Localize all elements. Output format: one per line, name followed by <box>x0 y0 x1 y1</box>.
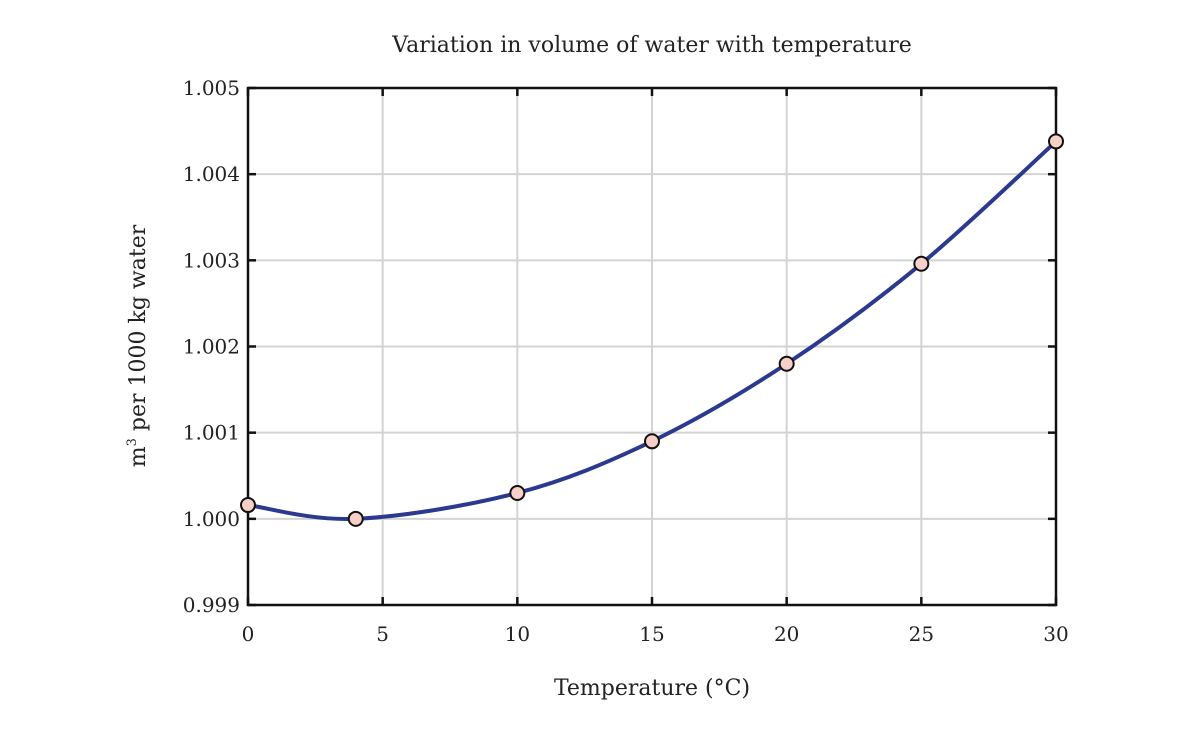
x-tick-label: 0 <box>242 622 255 646</box>
y-axis-label: m3 per 1000 kg water <box>125 224 151 467</box>
x-tick-label: 20 <box>774 622 799 646</box>
y-axis-label-text: per 1000 kg water <box>126 224 151 438</box>
x-tick-label: 25 <box>909 622 934 646</box>
x-axis-label: Temperature (°C) <box>554 676 750 701</box>
x-tick-label: 30 <box>1043 622 1068 646</box>
y-tick-label: 1.005 <box>183 76 240 100</box>
y-axis-label-unit: m <box>126 446 151 467</box>
data-point <box>644 433 660 450</box>
y-tick-label: 1.000 <box>183 507 240 531</box>
y-tick-label: 1.004 <box>183 162 240 186</box>
x-tick-labels: 0 5 10 15 20 25 30 <box>242 622 1069 646</box>
x-tick-label: 10 <box>505 622 530 646</box>
data-point <box>1048 133 1064 150</box>
y-axis-label-superscript: 3 <box>125 438 140 446</box>
data-point <box>778 355 795 372</box>
data-point <box>509 484 526 501</box>
data-point <box>347 510 364 527</box>
chart-title: Variation in volume of water with temper… <box>391 33 911 58</box>
x-tick-label: 15 <box>639 622 664 646</box>
grid <box>248 88 1056 605</box>
data-point <box>913 255 930 272</box>
y-tick-label: 1.001 <box>183 421 240 445</box>
plot-frame <box>246 86 1058 607</box>
y-tick-label: 1.003 <box>183 248 240 272</box>
data-points <box>240 133 1064 527</box>
y-tick-label: 1.002 <box>183 335 240 359</box>
y-tick-label: 0.999 <box>183 593 240 617</box>
data-point <box>240 497 256 514</box>
y-tick-labels: 0.999 1.000 1.001 1.002 1.003 1.004 1.005 <box>183 76 240 617</box>
x-tick-label: 5 <box>376 622 389 646</box>
